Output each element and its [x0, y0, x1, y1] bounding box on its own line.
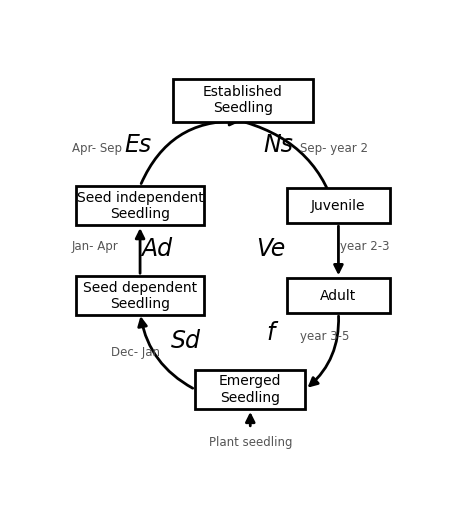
FancyBboxPatch shape	[195, 370, 305, 409]
Text: year 3-5: year 3-5	[300, 330, 349, 343]
FancyBboxPatch shape	[76, 276, 204, 315]
Text: Juvenile: Juvenile	[311, 199, 365, 213]
Text: Established
Seedling: Established Seedling	[203, 85, 283, 115]
Text: Seed dependent
Seedling: Seed dependent Seedling	[83, 280, 197, 311]
Text: Ve: Ve	[256, 237, 285, 261]
Text: Ns: Ns	[263, 133, 293, 157]
FancyBboxPatch shape	[173, 79, 313, 121]
Text: Seed independent
Seedling: Seed independent Seedling	[77, 190, 203, 221]
Text: Emerged
Seedling: Emerged Seedling	[219, 374, 282, 405]
Text: f: f	[266, 321, 274, 345]
FancyBboxPatch shape	[76, 186, 204, 225]
FancyBboxPatch shape	[287, 278, 390, 313]
Text: Es: Es	[125, 133, 152, 157]
Text: Sep- year 2: Sep- year 2	[300, 142, 368, 155]
Text: Dec- Jan: Dec- Jan	[110, 346, 160, 359]
Text: year 2-3: year 2-3	[340, 240, 390, 253]
FancyBboxPatch shape	[287, 188, 390, 224]
Text: Plant seedling: Plant seedling	[209, 436, 292, 449]
Text: Adult: Adult	[320, 289, 356, 303]
Text: Sd: Sd	[171, 329, 201, 353]
Text: Ad: Ad	[141, 237, 172, 261]
Text: Apr- Sep: Apr- Sep	[72, 142, 122, 155]
Text: Jan- Apr: Jan- Apr	[72, 240, 119, 253]
